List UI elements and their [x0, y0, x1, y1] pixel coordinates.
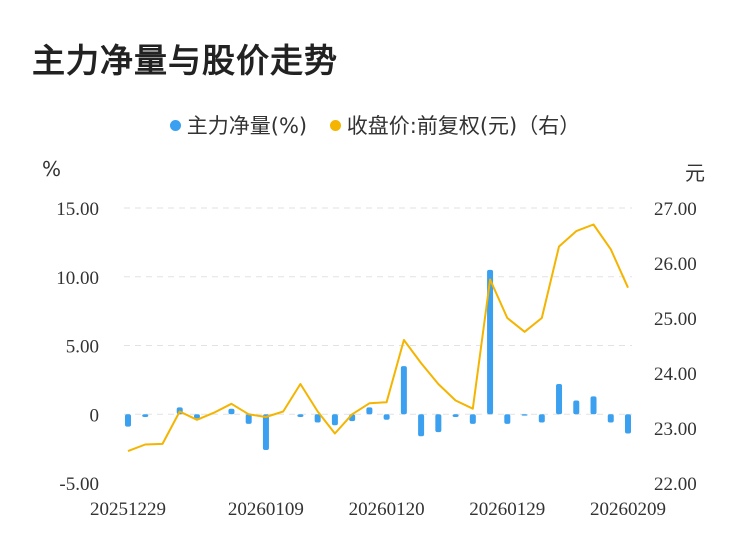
- legend-dot-yellow-icon: [329, 119, 341, 131]
- legend-dot-blue-icon: [169, 119, 181, 131]
- y-right-tick-label: 22.00: [654, 474, 697, 495]
- x-tick-label: 20260120: [349, 499, 425, 520]
- y-left-tick-label: 15.00: [56, 199, 99, 220]
- bar: [573, 400, 580, 415]
- bar: [262, 414, 269, 450]
- bar: [625, 414, 631, 434]
- x-tick-label: 20251229: [90, 499, 166, 520]
- bar: [125, 414, 131, 427]
- bar: [607, 414, 614, 423]
- bar: [245, 414, 252, 424]
- bar: [331, 414, 338, 426]
- y-right-tick-label: 23.00: [654, 419, 697, 440]
- bar: [193, 414, 200, 419]
- x-tick-label: 20260109: [228, 499, 304, 520]
- bar: [556, 384, 563, 415]
- bar: [383, 414, 390, 420]
- bar: [538, 414, 545, 423]
- bar: [418, 414, 425, 437]
- bar: [314, 414, 321, 423]
- x-tick-label: 20260129: [469, 499, 545, 520]
- y-right-tick-label: 24.00: [654, 364, 697, 385]
- bar: [504, 414, 511, 424]
- x-tick-label: 20260209: [590, 499, 666, 520]
- legend: 主力净量(%) 收盘价:前复权(元)（右）: [0, 110, 750, 140]
- legend-label-close-price: 收盘价:前复权(元)（右）: [346, 114, 581, 138]
- chart-title: 主力净量与股价走势: [32, 41, 338, 80]
- bar: [590, 396, 597, 415]
- legend-item-close-price[interactable]: 收盘价:前复权(元)（右）: [329, 110, 581, 140]
- bar: [366, 407, 373, 415]
- bar: [452, 414, 459, 417]
- y-left-tick-label: 0: [90, 405, 100, 426]
- bar: [400, 366, 407, 415]
- bar: [469, 414, 476, 424]
- legend-label-net-volume: 主力净量(%): [186, 114, 308, 138]
- y-left-tick-label: 10.00: [56, 268, 99, 289]
- right-axis-unit: 元: [685, 161, 705, 185]
- bar: [521, 414, 528, 416]
- legend-item-net-volume[interactable]: 主力净量(%): [169, 110, 308, 140]
- close-price-line: [127, 223, 629, 453]
- y-left-tick-label: 5.00: [66, 337, 99, 358]
- y-left-tick-label: -5.00: [59, 474, 99, 495]
- y-right-tick-label: 27.00: [654, 199, 697, 220]
- y-right-tick-label: 26.00: [654, 254, 697, 275]
- bar: [228, 408, 235, 415]
- bar: [142, 414, 149, 417]
- bar: [435, 414, 442, 433]
- bar: [297, 414, 304, 417]
- y-right-tick-label: 25.00: [654, 309, 697, 330]
- bar: [487, 269, 494, 415]
- left-axis-unit: %: [42, 157, 62, 181]
